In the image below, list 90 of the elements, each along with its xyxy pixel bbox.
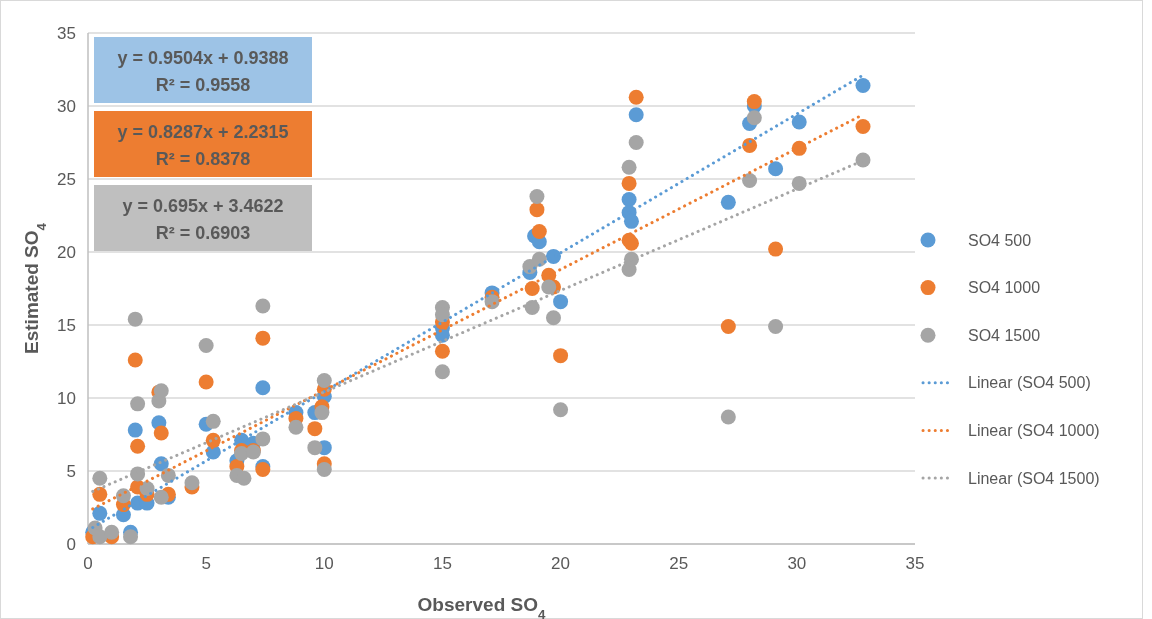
annotation: y = 0.9504x + 0.9388 R² = 0.9558	[117, 48, 289, 95]
point	[255, 330, 271, 346]
legend-label: Linear (SO4 1500)	[968, 469, 1100, 487]
point	[127, 422, 143, 438]
annotation: y = 0.695x + 3.4622 R² = 0.6903	[122, 196, 284, 243]
point	[791, 114, 807, 130]
point	[434, 364, 450, 380]
y-tick-label: 20	[57, 242, 76, 262]
point	[541, 279, 557, 295]
point	[720, 318, 736, 334]
x-tick-label: 5	[201, 554, 211, 573]
y-tick-label: 30	[57, 96, 76, 116]
point	[255, 431, 271, 447]
point	[720, 194, 736, 210]
point	[307, 440, 323, 456]
point	[553, 348, 569, 364]
point	[198, 337, 214, 353]
point	[545, 310, 561, 326]
y-tick-label: 10	[57, 388, 76, 408]
x-tick-label: 20	[551, 554, 571, 573]
x-tick-label: 25	[669, 554, 689, 573]
legend-label: Linear (SO4 500)	[968, 374, 1091, 392]
point	[855, 78, 871, 94]
point	[545, 248, 561, 264]
point	[92, 505, 108, 521]
point	[92, 486, 108, 502]
y-tick-label: 15	[57, 315, 76, 335]
point	[621, 159, 637, 175]
point	[628, 135, 644, 150]
point	[127, 352, 143, 368]
point	[288, 419, 304, 435]
point	[255, 298, 271, 314]
point	[746, 94, 762, 110]
point	[768, 318, 784, 334]
x-axis-title: Observed SO$_{4}$	[417, 594, 546, 619]
y-tick-label: 35	[57, 23, 76, 43]
point	[434, 343, 450, 359]
point	[153, 425, 169, 441]
x-tick-label: 30	[787, 554, 807, 573]
point	[236, 470, 252, 486]
point	[127, 311, 143, 327]
point	[855, 118, 871, 134]
point	[524, 281, 540, 296]
point	[255, 380, 271, 396]
point	[623, 213, 639, 229]
point	[115, 488, 131, 504]
point	[746, 110, 762, 126]
point	[621, 191, 637, 207]
point	[184, 475, 200, 491]
point	[531, 224, 547, 240]
y-tick-label: 25	[57, 169, 76, 189]
point	[205, 413, 221, 429]
legend-label: SO4 500	[968, 231, 1032, 249]
point	[529, 202, 545, 218]
point	[92, 470, 108, 486]
point	[316, 462, 332, 478]
point	[153, 489, 169, 505]
point	[855, 152, 871, 168]
point	[553, 294, 569, 310]
point	[628, 89, 644, 105]
point	[524, 299, 540, 315]
point	[123, 529, 139, 545]
point	[130, 396, 146, 412]
point	[529, 189, 545, 205]
point	[720, 409, 736, 425]
point	[553, 402, 569, 418]
point	[628, 107, 644, 123]
x-tick-label: 15	[432, 554, 452, 573]
point	[531, 251, 547, 267]
legend-label: Linear (SO4 1000)	[968, 422, 1100, 439]
legend-label: SO4 1500	[968, 326, 1041, 344]
point	[742, 137, 758, 153]
x-tick-label: 10	[314, 554, 334, 573]
x-tick-label: 35	[905, 554, 925, 573]
point	[621, 175, 637, 191]
point	[307, 421, 323, 437]
point	[130, 438, 146, 454]
point	[768, 161, 784, 177]
point	[768, 241, 784, 257]
point	[104, 524, 120, 540]
point	[314, 405, 330, 421]
point	[791, 175, 807, 191]
y-tick-label: 0	[66, 534, 76, 554]
point	[742, 172, 758, 188]
y-tick-label: 5	[66, 461, 76, 481]
point	[198, 374, 214, 390]
annotation: y = 0.8287x + 2.2315 R² = 0.8378	[117, 122, 289, 169]
x-tick-label: 0	[83, 554, 93, 573]
point	[316, 372, 332, 388]
legend-label: SO4 1000	[968, 279, 1041, 297]
